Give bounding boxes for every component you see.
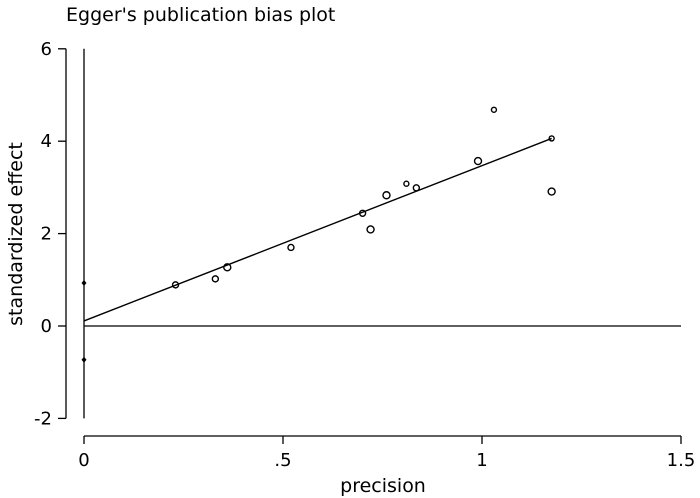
ci-bound-marker — [81, 280, 87, 287]
data-point — [473, 156, 483, 166]
x-tick-label: 1.5 — [667, 450, 696, 471]
data-point — [211, 275, 220, 283]
y-axis-ticks: -2 0 2 4 6 — [34, 39, 66, 429]
ci-bound-marker — [81, 356, 87, 363]
y-tick-label: 4 — [41, 131, 52, 152]
x-tick-label: 1 — [476, 450, 487, 471]
data-point — [490, 106, 498, 113]
data-point — [547, 187, 556, 196]
regression-line — [83, 137, 552, 322]
chart-title: Egger's publication bias plot — [66, 4, 335, 26]
y-axis-label: standardized effect — [5, 142, 27, 326]
y-tick-label: 0 — [41, 316, 52, 337]
data-point — [412, 184, 421, 192]
data-point — [382, 191, 391, 200]
intercept-confidence-interval — [81, 48, 87, 419]
data-point — [403, 180, 410, 187]
data-point — [223, 263, 232, 272]
y-tick-label: 2 — [41, 224, 52, 245]
x-axis-ticks: 0 .5 1 1.5 — [78, 436, 695, 471]
data-point — [358, 209, 367, 217]
y-tick-label: 6 — [41, 39, 52, 60]
x-tick-label: .5 — [274, 450, 291, 471]
y-tick-label: -2 — [34, 408, 52, 429]
data-point — [171, 281, 180, 289]
x-tick-label: 0 — [78, 450, 89, 471]
data-point — [548, 135, 555, 142]
x-axis-label: precision — [340, 475, 426, 497]
data-point — [366, 225, 375, 234]
data-point — [287, 243, 295, 252]
data-points — [171, 106, 556, 289]
